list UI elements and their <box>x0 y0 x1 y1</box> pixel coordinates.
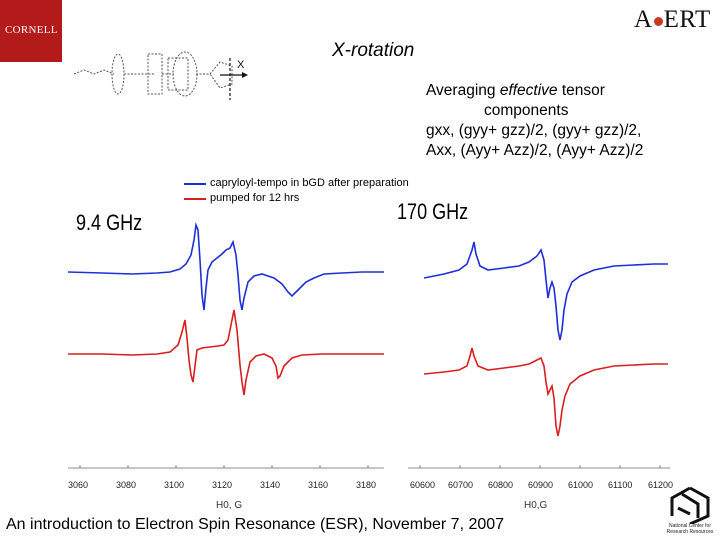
molecule-structure-icon: X <box>73 51 248 100</box>
left-blue-spectrum <box>67 221 384 311</box>
right-blue-spectrum <box>423 241 668 341</box>
right-spectra-plot <box>408 241 670 469</box>
right-red-spectrum <box>423 347 668 437</box>
legend-swatch-red <box>184 197 206 200</box>
ncrr-logo: National Center for Research Resources <box>664 484 716 538</box>
left-tick-0: 3060 <box>68 480 89 490</box>
left-x-ticks <box>79 465 369 468</box>
caption-line1-pre: Averaging <box>426 82 500 99</box>
left-tick-4: 3140 <box>260 480 281 490</box>
cornell-logo-text: CORNELL <box>5 24 58 36</box>
left-tick-5: 3160 <box>308 480 329 490</box>
right-tick-6: 61200 <box>648 480 674 490</box>
legend-label-blue: capryloyl-tempo in bGD after preparation <box>210 177 409 189</box>
acert-logo-suffix: ERT <box>663 6 711 33</box>
left-tick-6: 3180 <box>356 480 377 490</box>
right-x-label: H0,G <box>524 500 548 511</box>
slide-title: X-rotation <box>332 40 415 61</box>
caption: Averaging effective tensor components gx… <box>426 81 666 161</box>
right-tick-3: 60900 <box>528 480 554 490</box>
caption-line4: Axx, (Ayy+ Azz)/2, (Ayy+ Azz)/2 <box>426 142 644 159</box>
acert-logo-dot-icon <box>653 16 663 26</box>
left-tick-3: 3120 <box>212 480 233 490</box>
left-x-label: H0, G <box>216 500 243 511</box>
acert-logo: A ERT <box>634 6 711 34</box>
legend-label-red: pumped for 12 hrs <box>210 192 300 204</box>
acert-logo-prefix: A <box>634 6 653 33</box>
left-tick-2: 3100 <box>164 480 185 490</box>
ncrr-logo-text: National Center for Research Resources <box>666 523 714 535</box>
left-frequency-label: 9.4 GHz <box>76 210 143 235</box>
left-spectra-plot <box>67 221 384 469</box>
molecule-axis-label: X <box>237 59 245 71</box>
left-red-spectrum <box>68 309 384 396</box>
right-frequency-label: 170 GHz <box>397 199 469 224</box>
caption-line1-emphasis: effective <box>499 82 558 99</box>
footer-text: An introduction to Electron Spin Resonan… <box>6 516 505 533</box>
legend-item-blue: capryloyl-tempo in bGD after preparation <box>184 176 409 191</box>
ncrr-logo-icon <box>670 486 710 526</box>
legend-swatch-blue <box>184 182 206 185</box>
right-tick-4: 61000 <box>568 480 594 490</box>
right-tick-0: 60600 <box>410 480 436 490</box>
cornell-logo: CORNELL <box>0 0 62 62</box>
right-tick-1: 60700 <box>448 480 474 490</box>
caption-line3: gxx, (gyy+ gzz)/2, (gyy+ gzz)/2, <box>426 122 642 139</box>
right-tick-5: 61100 <box>608 480 633 490</box>
caption-line1: Averaging effective tensor <box>426 81 666 101</box>
caption-line2: components <box>484 102 569 119</box>
left-tick-1: 3080 <box>116 480 137 490</box>
legend-item-red: pumped for 12 hrs <box>184 191 409 206</box>
right-x-ticks <box>419 465 661 468</box>
legend: capryloyl-tempo in bGD after preparation… <box>184 176 409 206</box>
right-tick-2: 60800 <box>488 480 514 490</box>
caption-line1-post: tensor <box>557 82 605 99</box>
